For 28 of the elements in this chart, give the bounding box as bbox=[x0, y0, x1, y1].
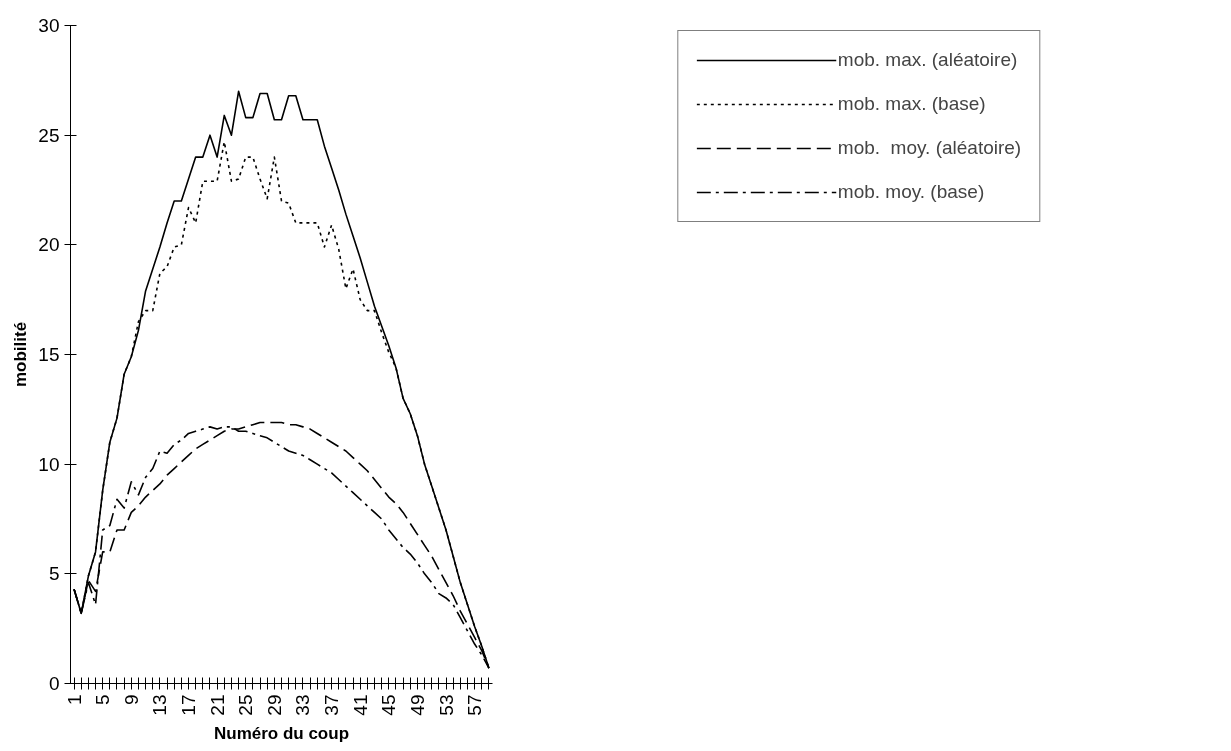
x-tick-label: 57 bbox=[464, 694, 486, 716]
text: mob. moy. (aléatoire) bbox=[837, 137, 1022, 159]
text: mob. moy. (base) bbox=[837, 181, 985, 203]
x-tick-label: 41 bbox=[349, 694, 371, 716]
x-tick-label: 29 bbox=[263, 694, 285, 716]
y-axis-title: mobilité bbox=[11, 321, 31, 388]
x-tick-label: 9 bbox=[120, 694, 142, 706]
y-tick-label: 30 bbox=[38, 15, 60, 36]
y-tick-label: 25 bbox=[38, 124, 60, 146]
x-tick-label: 21 bbox=[206, 694, 228, 716]
x-tick-label: 25 bbox=[235, 694, 257, 716]
x-tick-label: 53 bbox=[435, 694, 457, 716]
text: mob. max. (aléatoire) bbox=[837, 49, 1018, 71]
x-tick-label: 5 bbox=[92, 694, 114, 706]
x-tick-label: 17 bbox=[178, 694, 200, 716]
x-tick-label: 1 bbox=[63, 694, 85, 706]
x-tick-label: 33 bbox=[292, 694, 314, 716]
x-tick-label: 37 bbox=[321, 694, 343, 716]
y-tick-label: 20 bbox=[38, 234, 60, 256]
x-tick-label: 45 bbox=[378, 694, 400, 716]
x-axis-title: Numéro du coup bbox=[213, 723, 350, 743]
y-tick-label: 5 bbox=[48, 563, 60, 585]
x-tick-label: 13 bbox=[149, 694, 171, 716]
text: mob. max. (base) bbox=[837, 93, 986, 115]
x-tick-label: 49 bbox=[406, 694, 428, 716]
y-tick-label: 10 bbox=[38, 453, 60, 475]
y-tick-label: 0 bbox=[48, 673, 60, 694]
y-tick-label: 15 bbox=[38, 344, 60, 365]
